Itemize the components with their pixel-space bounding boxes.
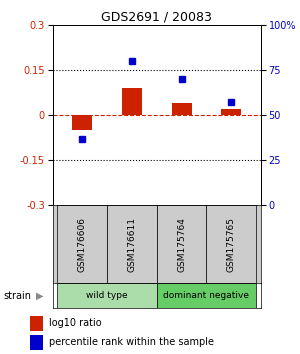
- Bar: [206, 205, 256, 283]
- Bar: [30, 316, 43, 331]
- Text: percentile rank within the sample: percentile rank within the sample: [49, 337, 214, 347]
- Bar: [157, 283, 256, 308]
- Bar: [172, 103, 191, 115]
- Bar: [30, 335, 43, 350]
- Text: dominant negative: dominant negative: [164, 291, 249, 300]
- Text: log10 ratio: log10 ratio: [49, 318, 102, 328]
- Bar: [157, 205, 206, 283]
- Text: ▶: ▶: [36, 291, 44, 301]
- Title: GDS2691 / 20083: GDS2691 / 20083: [101, 11, 212, 24]
- Text: GSM175765: GSM175765: [227, 217, 236, 272]
- Bar: [58, 205, 107, 283]
- Bar: [58, 283, 157, 308]
- Text: GSM175764: GSM175764: [177, 217, 186, 272]
- Text: wild type: wild type: [86, 291, 128, 300]
- Bar: [72, 115, 92, 130]
- Text: strain: strain: [3, 291, 31, 301]
- Bar: [122, 88, 142, 115]
- Bar: [221, 109, 241, 115]
- Text: GSM176611: GSM176611: [128, 217, 136, 272]
- Bar: [107, 205, 157, 283]
- Text: GSM176606: GSM176606: [78, 217, 87, 272]
